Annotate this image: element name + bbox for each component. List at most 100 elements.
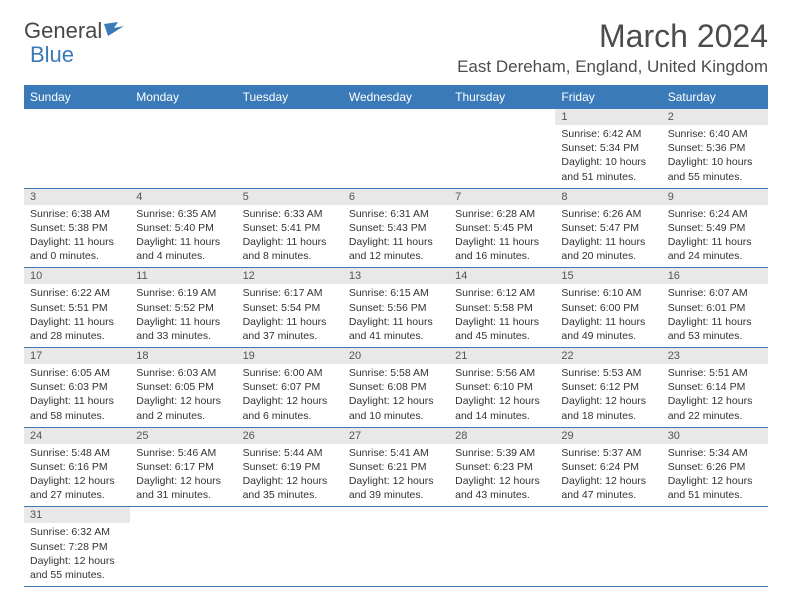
- daylight-text: Daylight: 12 hours and 35 minutes.: [243, 474, 337, 502]
- day-number: 13: [343, 268, 449, 284]
- calendar-cell: 3Sunrise: 6:38 AMSunset: 5:38 PMDaylight…: [24, 188, 130, 268]
- day-details: Sunrise: 6:31 AMSunset: 5:43 PMDaylight:…: [343, 205, 449, 268]
- day-details: Sunrise: 5:56 AMSunset: 6:10 PMDaylight:…: [449, 364, 555, 427]
- sunset-text: Sunset: 7:28 PM: [30, 540, 124, 554]
- day-number: 3: [24, 189, 130, 205]
- calendar-cell: 13Sunrise: 6:15 AMSunset: 5:56 PMDayligh…: [343, 268, 449, 348]
- flag-icon: [104, 18, 126, 44]
- day-number: 11: [130, 268, 236, 284]
- day-header-row: SundayMondayTuesdayWednesdayThursdayFrid…: [24, 85, 768, 109]
- calendar-cell: 12Sunrise: 6:17 AMSunset: 5:54 PMDayligh…: [237, 268, 343, 348]
- calendar-cell: 20Sunrise: 5:58 AMSunset: 6:08 PMDayligh…: [343, 348, 449, 428]
- daylight-text: Daylight: 12 hours and 51 minutes.: [668, 474, 762, 502]
- day-details: Sunrise: 6:17 AMSunset: 5:54 PMDaylight:…: [237, 284, 343, 347]
- day-header: Monday: [130, 85, 236, 109]
- calendar-cell: 31Sunrise: 6:32 AMSunset: 7:28 PMDayligh…: [24, 507, 130, 587]
- day-details: Sunrise: 5:34 AMSunset: 6:26 PMDaylight:…: [662, 444, 768, 507]
- day-details: Sunrise: 6:03 AMSunset: 6:05 PMDaylight:…: [130, 364, 236, 427]
- calendar-cell: 23Sunrise: 5:51 AMSunset: 6:14 PMDayligh…: [662, 348, 768, 428]
- day-details: Sunrise: 5:58 AMSunset: 6:08 PMDaylight:…: [343, 364, 449, 427]
- sunset-text: Sunset: 6:08 PM: [349, 380, 443, 394]
- sunset-text: Sunset: 5:52 PM: [136, 301, 230, 315]
- day-header: Wednesday: [343, 85, 449, 109]
- day-details: Sunrise: 6:32 AMSunset: 7:28 PMDaylight:…: [24, 523, 130, 586]
- sunrise-text: Sunrise: 5:48 AM: [30, 446, 124, 460]
- month-title: March 2024: [457, 18, 768, 55]
- day-number: 28: [449, 428, 555, 444]
- daylight-text: Daylight: 11 hours and 41 minutes.: [349, 315, 443, 343]
- daylight-text: Daylight: 11 hours and 12 minutes.: [349, 235, 443, 263]
- sunset-text: Sunset: 5:43 PM: [349, 221, 443, 235]
- day-number: 4: [130, 189, 236, 205]
- calendar-cell: 2Sunrise: 6:40 AMSunset: 5:36 PMDaylight…: [662, 109, 768, 188]
- day-number: 2: [662, 109, 768, 125]
- sunrise-text: Sunrise: 6:24 AM: [668, 207, 762, 221]
- day-details: Sunrise: 5:53 AMSunset: 6:12 PMDaylight:…: [555, 364, 661, 427]
- sunset-text: Sunset: 6:21 PM: [349, 460, 443, 474]
- sunrise-text: Sunrise: 5:44 AM: [243, 446, 337, 460]
- calendar-cell: 24Sunrise: 5:48 AMSunset: 6:16 PMDayligh…: [24, 427, 130, 507]
- daylight-text: Daylight: 12 hours and 2 minutes.: [136, 394, 230, 422]
- sunrise-text: Sunrise: 6:28 AM: [455, 207, 549, 221]
- calendar-cell: [662, 507, 768, 587]
- sunrise-text: Sunrise: 6:10 AM: [561, 286, 655, 300]
- calendar-cell: [343, 507, 449, 587]
- calendar-cell: [24, 109, 130, 188]
- day-number: 23: [662, 348, 768, 364]
- day-details: Sunrise: 6:12 AMSunset: 5:58 PMDaylight:…: [449, 284, 555, 347]
- calendar-cell: 7Sunrise: 6:28 AMSunset: 5:45 PMDaylight…: [449, 188, 555, 268]
- daylight-text: Daylight: 11 hours and 45 minutes.: [455, 315, 549, 343]
- daylight-text: Daylight: 11 hours and 16 minutes.: [455, 235, 549, 263]
- logo: General: [24, 18, 126, 44]
- sunset-text: Sunset: 5:47 PM: [561, 221, 655, 235]
- day-header: Tuesday: [237, 85, 343, 109]
- daylight-text: Daylight: 10 hours and 55 minutes.: [668, 155, 762, 183]
- day-details: Sunrise: 5:44 AMSunset: 6:19 PMDaylight:…: [237, 444, 343, 507]
- calendar-row: 3Sunrise: 6:38 AMSunset: 5:38 PMDaylight…: [24, 188, 768, 268]
- calendar-cell: 30Sunrise: 5:34 AMSunset: 6:26 PMDayligh…: [662, 427, 768, 507]
- calendar-cell: [237, 109, 343, 188]
- sunrise-text: Sunrise: 6:15 AM: [349, 286, 443, 300]
- daylight-text: Daylight: 11 hours and 20 minutes.: [561, 235, 655, 263]
- daylight-text: Daylight: 12 hours and 14 minutes.: [455, 394, 549, 422]
- day-details: Sunrise: 6:28 AMSunset: 5:45 PMDaylight:…: [449, 205, 555, 268]
- sunrise-text: Sunrise: 6:19 AM: [136, 286, 230, 300]
- daylight-text: Daylight: 12 hours and 18 minutes.: [561, 394, 655, 422]
- sunset-text: Sunset: 6:12 PM: [561, 380, 655, 394]
- calendar-cell: 1Sunrise: 6:42 AMSunset: 5:34 PMDaylight…: [555, 109, 661, 188]
- day-details: Sunrise: 6:42 AMSunset: 5:34 PMDaylight:…: [555, 125, 661, 188]
- daylight-text: Daylight: 12 hours and 39 minutes.: [349, 474, 443, 502]
- sunrise-text: Sunrise: 5:56 AM: [455, 366, 549, 380]
- header: General March 2024 East Dereham, England…: [24, 18, 768, 77]
- sunset-text: Sunset: 6:14 PM: [668, 380, 762, 394]
- calendar-table: SundayMondayTuesdayWednesdayThursdayFrid…: [24, 85, 768, 587]
- sunset-text: Sunset: 5:58 PM: [455, 301, 549, 315]
- day-details: Sunrise: 6:33 AMSunset: 5:41 PMDaylight:…: [237, 205, 343, 268]
- calendar-cell: [449, 507, 555, 587]
- day-number: 12: [237, 268, 343, 284]
- daylight-text: Daylight: 12 hours and 6 minutes.: [243, 394, 337, 422]
- calendar-row: 17Sunrise: 6:05 AMSunset: 6:03 PMDayligh…: [24, 348, 768, 428]
- day-details: Sunrise: 5:46 AMSunset: 6:17 PMDaylight:…: [130, 444, 236, 507]
- day-number: 8: [555, 189, 661, 205]
- day-details: Sunrise: 6:00 AMSunset: 6:07 PMDaylight:…: [237, 364, 343, 427]
- sunrise-text: Sunrise: 6:07 AM: [668, 286, 762, 300]
- day-number: 9: [662, 189, 768, 205]
- day-number: 7: [449, 189, 555, 205]
- sunrise-text: Sunrise: 6:26 AM: [561, 207, 655, 221]
- day-details: Sunrise: 6:05 AMSunset: 6:03 PMDaylight:…: [24, 364, 130, 427]
- sunrise-text: Sunrise: 6:35 AM: [136, 207, 230, 221]
- day-number: 27: [343, 428, 449, 444]
- sunset-text: Sunset: 6:26 PM: [668, 460, 762, 474]
- sunrise-text: Sunrise: 5:53 AM: [561, 366, 655, 380]
- day-details: Sunrise: 5:39 AMSunset: 6:23 PMDaylight:…: [449, 444, 555, 507]
- daylight-text: Daylight: 11 hours and 4 minutes.: [136, 235, 230, 263]
- sunset-text: Sunset: 5:56 PM: [349, 301, 443, 315]
- day-details: Sunrise: 6:15 AMSunset: 5:56 PMDaylight:…: [343, 284, 449, 347]
- day-number: 25: [130, 428, 236, 444]
- sunset-text: Sunset: 6:01 PM: [668, 301, 762, 315]
- sunset-text: Sunset: 5:38 PM: [30, 221, 124, 235]
- calendar-cell: 18Sunrise: 6:03 AMSunset: 6:05 PMDayligh…: [130, 348, 236, 428]
- day-number: 18: [130, 348, 236, 364]
- calendar-cell: 16Sunrise: 6:07 AMSunset: 6:01 PMDayligh…: [662, 268, 768, 348]
